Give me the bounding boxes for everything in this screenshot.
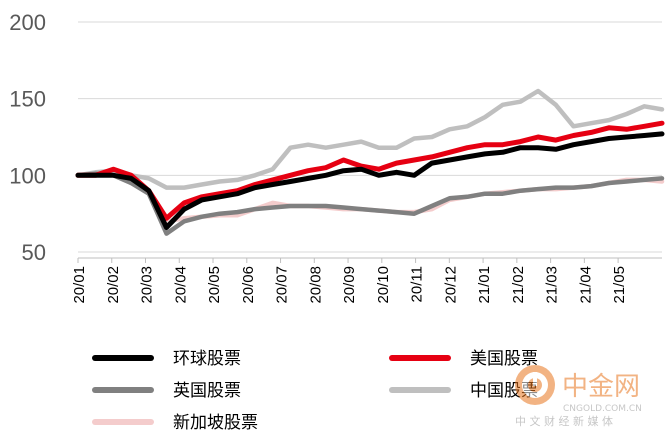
series-lines [75,88,665,236]
x-tick-label: 20/02 [105,266,122,304]
y-axis: 50 100 150 200 [9,10,46,265]
x-tick-label: 21/03 [544,266,561,304]
watermark-domain: CNGOLD.COM.CN [563,404,642,414]
y-tick-label: 150 [9,87,46,112]
series-line-2 [75,171,665,236]
x-tick-label: 20/05 [206,266,223,304]
legend-label-2: 英国股票 [173,381,241,400]
x-tick-label: 21/05 [611,266,628,304]
x-tick-label: 20/04 [172,266,189,304]
x-tick-label: 20/03 [139,266,156,304]
x-tick-label: 21/02 [510,266,527,304]
y-tick-label: 200 [9,10,46,35]
watermark-brand: 中金网 [562,372,640,402]
x-tick-label: 20/08 [307,266,324,304]
series-line-0 [75,131,665,230]
x-tick-label: 20/06 [240,266,257,304]
x-tick-label: 21/01 [476,266,493,304]
series-line-3 [75,88,665,190]
x-tick-label: 20/10 [375,266,392,304]
y-tick-label: 50 [22,240,46,265]
x-tick-label: 20/07 [274,266,291,304]
series-line-1 [75,120,665,221]
x-tick-label: 20/11 [409,266,426,302]
x-tick-label: 20/12 [442,266,459,304]
legend-label-0: 环球股票 [173,349,241,368]
x-tick-label: 20/01 [71,266,88,304]
grid [78,21,662,253]
x-axis: 20/01 20/02 20/03 20/04 20/05 20/06 20/07 20/08… [71,257,662,304]
watermark: 中金网 CNGOLD.COM.CN 中 文 财 经 新 媒 体 [515,365,642,428]
watermark-tagline: 中 文 财 经 新 媒 体 [515,414,613,428]
x-tick-label: 20/09 [341,266,358,304]
legend-label-1: 美国股票 [470,349,538,368]
watermark-logo-icon [515,365,555,405]
x-tick-label: 21/04 [577,266,594,304]
legend-label-4: 新加坡股票 [173,413,258,432]
y-tick-label: 100 [9,163,46,188]
